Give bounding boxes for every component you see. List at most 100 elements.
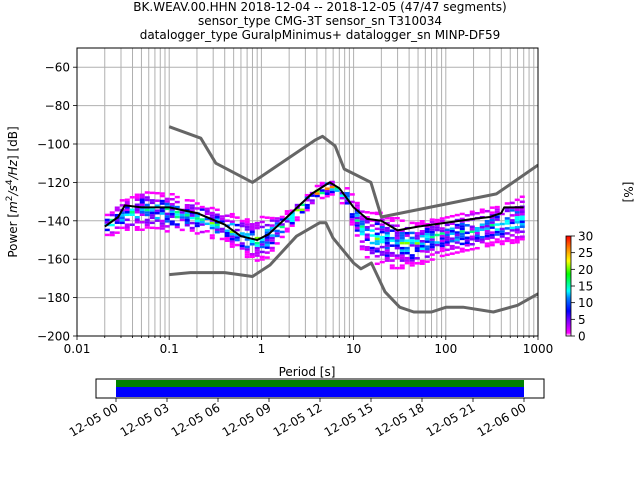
density-cell (349, 213, 355, 216)
density-cell (359, 232, 365, 236)
density-cell (119, 216, 125, 220)
density-cell (424, 225, 430, 228)
density-cell (439, 244, 445, 248)
density-cell (329, 188, 335, 191)
density-cell (269, 241, 275, 245)
density-cell (404, 251, 410, 255)
density-cell (229, 230, 235, 233)
density-cell (389, 239, 395, 242)
density-cell (264, 241, 270, 244)
density-cell (464, 239, 470, 242)
density-cell (374, 262, 380, 266)
density-cell (154, 216, 160, 220)
density-cell (364, 236, 370, 239)
density-cell (114, 206, 120, 209)
density-cell (139, 201, 145, 204)
density-cell (204, 222, 210, 226)
density-cell (424, 232, 430, 236)
density-cell (399, 239, 405, 242)
density-cell (499, 222, 505, 226)
density-cell (424, 230, 430, 233)
density-cell (424, 245, 430, 248)
density-cell (459, 227, 465, 231)
density-cell (374, 255, 380, 258)
density-cell (214, 208, 220, 212)
density-cell (249, 255, 255, 258)
density-cell (269, 216, 275, 220)
density-cell (199, 220, 205, 224)
density-cell (164, 205, 170, 208)
density-cell (499, 212, 505, 216)
density-cell (454, 218, 460, 222)
density-cell (329, 190, 335, 194)
density-cell (224, 229, 230, 232)
density-cell (429, 238, 435, 241)
density-cell (504, 207, 510, 210)
density-cell (499, 240, 505, 243)
colorbar (565, 235, 572, 337)
density-cell (359, 222, 365, 226)
density-cell (519, 210, 525, 213)
density-cell (164, 207, 170, 211)
density-cell (159, 199, 165, 203)
density-cell (444, 243, 450, 247)
density-cell (399, 254, 405, 257)
density-cell (444, 233, 450, 237)
density-cell (149, 199, 155, 202)
density-cell (459, 225, 465, 228)
density-cell (314, 192, 320, 195)
density-cell (319, 191, 325, 195)
density-cell (429, 240, 435, 244)
density-cell (139, 198, 145, 202)
density-cell (364, 216, 370, 219)
density-cell (364, 228, 370, 232)
density-cell (264, 238, 270, 242)
density-cell (264, 243, 270, 247)
density-cell (424, 237, 430, 241)
density-cell (159, 194, 165, 198)
density-cell (264, 216, 270, 219)
density-cell (519, 237, 525, 241)
density-cell (509, 241, 515, 245)
density-cell (294, 218, 300, 222)
density-cell (254, 236, 260, 240)
density-cell (234, 238, 240, 242)
y-tick-label: −120 (37, 176, 70, 190)
density-cell (104, 213, 110, 217)
density-cell (169, 212, 175, 216)
density-cell (119, 221, 125, 225)
density-cell (484, 232, 490, 235)
density-cell (384, 226, 390, 230)
density-cell (504, 237, 510, 240)
density-cell (139, 203, 145, 207)
density-cell (294, 203, 300, 207)
density-cell (214, 225, 220, 229)
density-cell (244, 225, 250, 229)
density-cell (259, 215, 265, 219)
density-cell (189, 206, 195, 210)
density-cell (269, 219, 275, 222)
density-cell (374, 247, 380, 251)
density-cell (354, 211, 360, 215)
density-cell (124, 213, 130, 217)
density-cell (264, 256, 270, 259)
density-cell (419, 220, 425, 223)
density-cell (389, 264, 395, 267)
density-cell (124, 218, 130, 221)
density-cell (279, 230, 285, 234)
density-cell (379, 238, 385, 241)
density-cell (214, 230, 220, 234)
density-cell (154, 199, 160, 202)
density-cell (249, 223, 255, 226)
density-cell (364, 255, 370, 259)
density-cell (189, 216, 195, 220)
density-cell (424, 250, 430, 253)
density-cell (519, 212, 525, 216)
x-tick-label: 100 (434, 342, 457, 356)
density-cell (259, 250, 265, 254)
density-cell (489, 221, 495, 224)
density-cell (229, 232, 235, 236)
density-cell (429, 228, 435, 231)
density-cell (384, 254, 390, 257)
density-cell (149, 221, 155, 225)
